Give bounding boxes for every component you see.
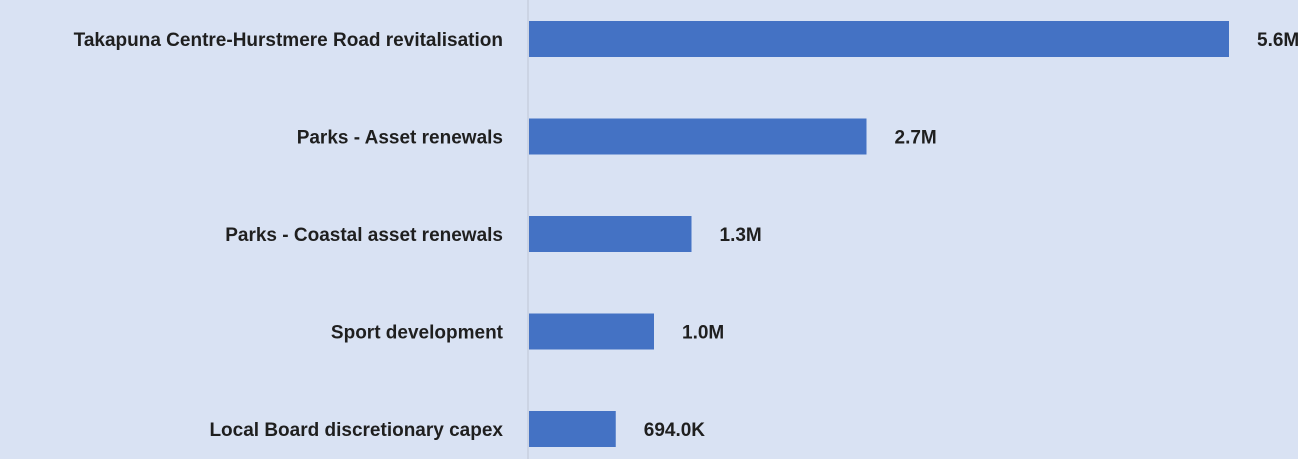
category-label-3: Parks - Coastal asset renewals: [225, 225, 503, 246]
bar-1: [529, 21, 1229, 57]
value-label-5: 694.0K: [644, 420, 706, 441]
bar-3: [529, 216, 692, 252]
value-label-1: 5.6M: [1257, 30, 1298, 51]
category-labels-group: Takapuna Centre-Hurstmere Road revitalis…: [74, 30, 504, 441]
value-label-3: 1.3M: [720, 225, 762, 246]
bar-2: [529, 118, 867, 155]
value-labels-group: 5.6M 2.7M 1.3M 1.0M 694.0K: [644, 30, 1298, 441]
bar-4: [529, 313, 654, 350]
value-label-2: 2.7M: [895, 128, 937, 149]
category-label-4: Sport development: [331, 323, 504, 344]
bars-group: [529, 21, 1229, 447]
category-label-5: Local Board discretionary capex: [209, 420, 503, 441]
bar-5: [529, 411, 616, 447]
value-label-4: 1.0M: [682, 323, 724, 344]
category-label-2: Parks - Asset renewals: [297, 128, 503, 149]
category-label-1: Takapuna Centre-Hurstmere Road revitalis…: [74, 30, 503, 51]
